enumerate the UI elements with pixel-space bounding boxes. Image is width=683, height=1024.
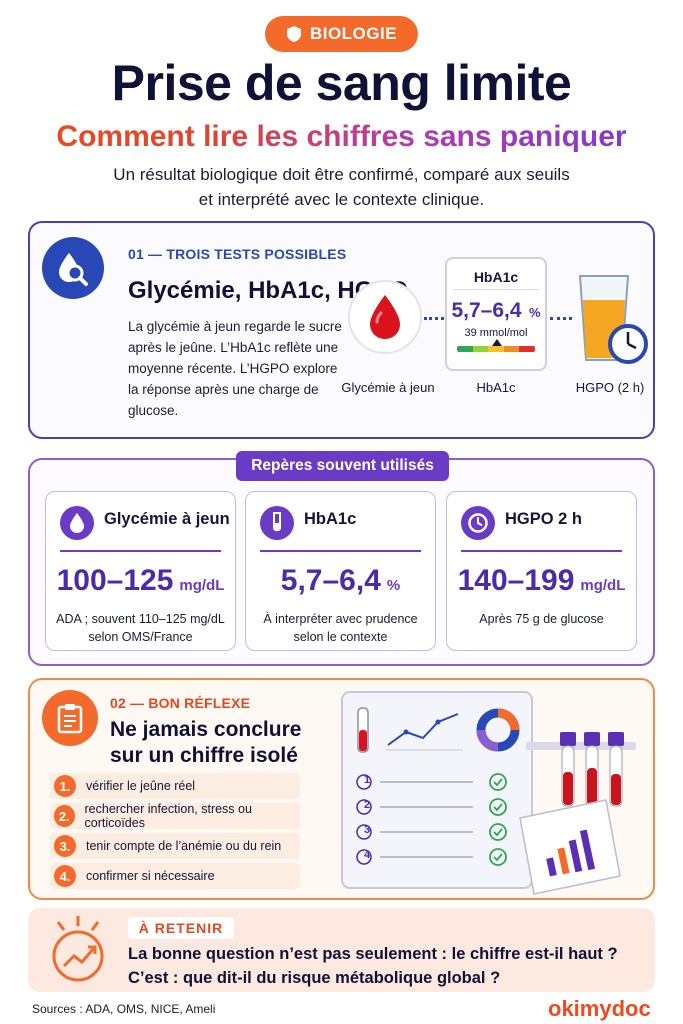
blood-drop-icon: [370, 295, 400, 339]
caption-hgpo: HGPO (2 h): [575, 380, 645, 395]
threshold-card-hgpo: HGPO 2 h 140–199 mg/dL Après 75 g de gluc…: [446, 491, 637, 651]
list-item: 3. tenir compte de l’anémie ou du rein: [50, 833, 300, 859]
juice-glass-clock-icon: [578, 275, 648, 364]
gauge-value: 5,7–6,4: [451, 299, 522, 322]
tests-card: [28, 221, 655, 439]
trend-up-icon: [52, 916, 104, 982]
gauge-bar: [457, 346, 535, 352]
step-text: confirmer si nécessaire: [86, 869, 215, 883]
threshold-note: ADA ; souvent 110–125 mg/dL selon OMS/Fr…: [56, 612, 225, 644]
hba1c-gauge-box: HbA1c 5,7–6,4 % 39 mmol/mol: [445, 257, 547, 371]
gauge-marker-icon: [492, 339, 502, 346]
category-badge: BIOLOGIE: [265, 16, 418, 52]
threshold-card-glycemie: Glycémie à jeun 100–125 mg/dL ADA ; souve…: [45, 491, 236, 651]
page-title: Prise de sang limite: [111, 55, 572, 111]
lab-report-illustration: [341, 691, 636, 895]
threshold-title: HbA1c: [304, 510, 357, 528]
list-item: 4. confirmer si nécessaire: [50, 863, 300, 889]
takeaway-label: À RETENIR: [128, 917, 234, 939]
threshold-title: Glycémie à jeun: [104, 510, 230, 528]
threshold-title: HGPO 2 h: [505, 510, 583, 528]
intro-text: Un résultat biologique doit être confirm…: [113, 165, 570, 209]
step-number: 2.: [54, 805, 75, 827]
test-tube-icon: [260, 506, 294, 540]
clock-icon: [461, 506, 495, 540]
step-number: 3.: [54, 835, 76, 857]
step-text: vérifier le jeûne réel: [86, 779, 196, 793]
step-text: rechercher infection, stress ou corticoï…: [84, 802, 252, 830]
gauge-unit: %: [528, 305, 541, 320]
page-subtitle: Comment lire les chiffres sans paniquer: [0, 120, 683, 154]
gauge-sub: 39 mmol/mol: [464, 327, 528, 339]
shield-icon: [286, 26, 301, 42]
blood-search-icon: [42, 237, 104, 299]
step-number: 1.: [54, 775, 76, 797]
step-number: 4.: [54, 865, 76, 887]
clipboard-icon: [42, 690, 98, 746]
threshold-value: 100–125: [56, 564, 174, 597]
section1-paragraph: La glycémie à jeun regarde le sucre aprè…: [128, 319, 342, 418]
takeaway-text: La bonne question n’est pas seulement : …: [128, 945, 618, 987]
threshold-value: 5,7–6,4: [280, 564, 381, 597]
gauge-title: HbA1c: [473, 269, 519, 285]
caption-glycemie: Glycémie à jeun: [341, 380, 435, 395]
threshold-value: 140–199: [457, 564, 575, 597]
step-text: tenir compte de l’anémie ou du rein: [86, 839, 282, 853]
section1-label: 01 — TROIS TESTS POSSIBLES: [128, 246, 347, 262]
section3-label: 02 — BON RÉFLEXE: [110, 695, 251, 711]
list-item: 2. rechercher infection, stress ou cortic…: [50, 802, 300, 830]
section3-heading: Ne jamais conclure sur un chiffre isolé: [110, 718, 302, 767]
threshold-unit: mg/dL: [580, 577, 626, 594]
checklist-numbers: 1 2 3 4: [363, 774, 371, 861]
list-item: 1. vérifier le jeûne réel: [50, 773, 300, 799]
connector-dots: [550, 317, 572, 320]
brand-logo[interactable]: okimydoc: [548, 996, 651, 1021]
sources-text: Sources : ADA, OMS, NICE, Ameli: [32, 1002, 216, 1016]
thresholds-pill: Repères souvent utilisés: [236, 451, 449, 481]
threshold-card-hba1c: HbA1c 5,7–6,4% À interpréter avec pruden…: [245, 491, 436, 651]
blood-drop-illustration: [348, 280, 422, 354]
connector-dots: [424, 317, 444, 320]
threshold-note: Après 75 g de glucose: [479, 612, 604, 626]
threshold-note: À interpréter avec prudence selon le con…: [263, 612, 418, 644]
caption-hba1c: HbA1c: [476, 380, 516, 395]
badge-label: BIOLOGIE: [309, 24, 398, 43]
threshold-unit: mg/dL: [179, 577, 225, 594]
drop-icon: [60, 506, 94, 540]
threshold-unit: %: [386, 577, 401, 594]
